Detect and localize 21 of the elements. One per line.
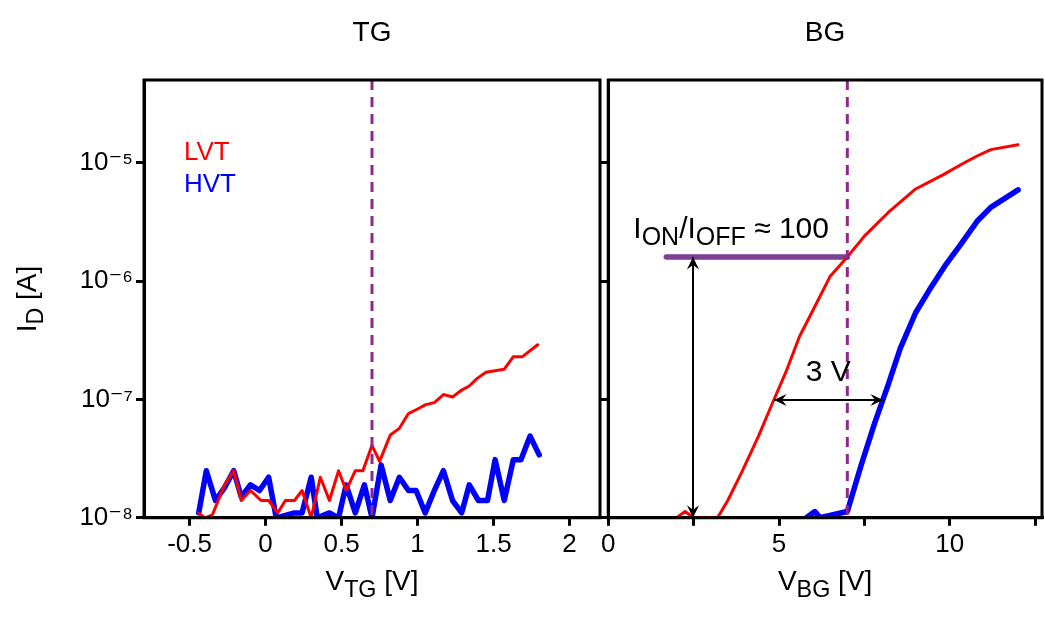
x-tick-label: 10 [935,527,965,558]
x-tick-label: 1 [410,527,425,558]
x-tick-label: 0.5 [323,527,360,558]
chart-title: BG [803,16,847,48]
annotation: 3 V [805,354,851,389]
chart-title: TG [351,16,393,48]
text: LVT [184,135,231,167]
y-tick-label: 10⁻⁷ [80,382,133,413]
x-tick-label: 0 [258,527,273,558]
x-tick-label: 2 [562,527,577,558]
y-tick-label: 10⁻⁶ [79,264,133,295]
x-tick-label: 5 [771,527,787,558]
x-axis-title: V$_{TG}$ [V] [324,565,420,603]
x-tick-label: -0.5 [167,527,213,558]
x-tick-label: 0 [601,527,616,558]
y-tick-label: 10⁻⁸ [79,500,133,531]
annotation: I$_{ON}$/I$_{OFF}$ ≈ 100 [633,210,829,251]
text: HVT [184,167,236,199]
y-tick-label: 10⁻⁵ [79,145,133,176]
x-tick-label: 1.5 [475,527,512,558]
x-axis-title: V$_{BG}$ [V] [776,565,874,603]
